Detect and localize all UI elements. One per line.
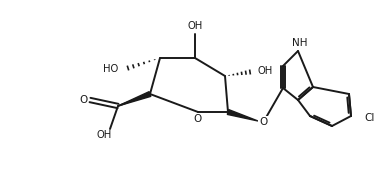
Text: Cl: Cl (364, 113, 375, 123)
Polygon shape (118, 92, 151, 106)
Text: OH: OH (96, 130, 112, 140)
Text: OH: OH (187, 21, 203, 31)
Text: O: O (79, 95, 87, 105)
Text: O: O (259, 117, 267, 127)
Text: NH: NH (292, 38, 308, 48)
Text: OH: OH (258, 66, 273, 76)
Text: HO: HO (103, 64, 118, 74)
Polygon shape (227, 110, 258, 121)
Text: O: O (194, 114, 202, 124)
